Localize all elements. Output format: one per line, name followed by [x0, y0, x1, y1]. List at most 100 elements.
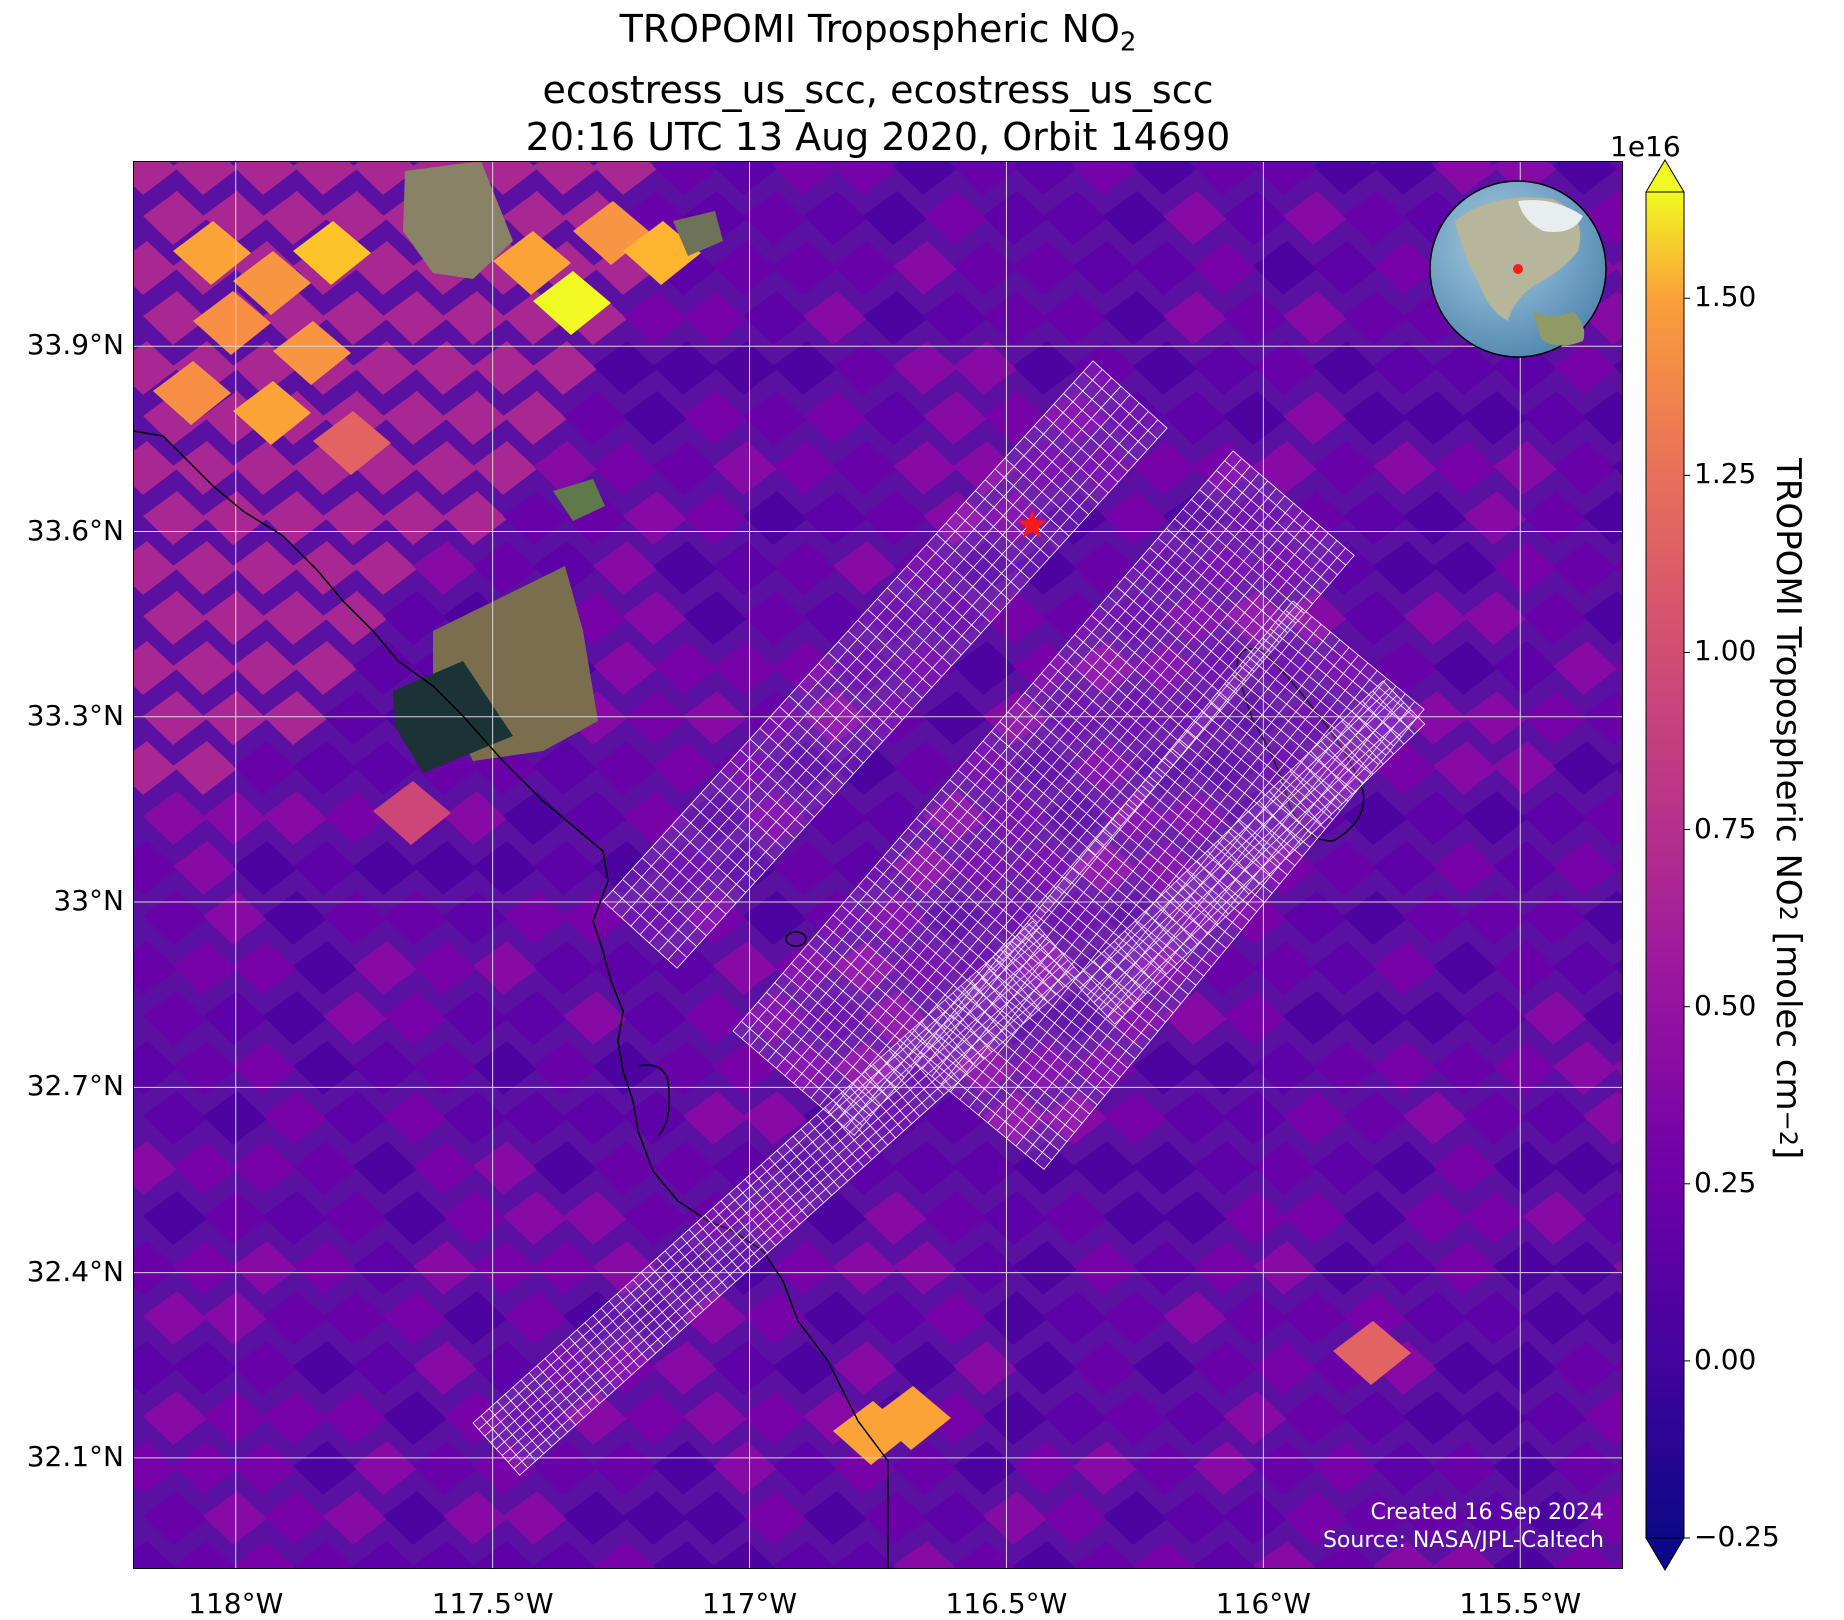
no2-pixel: [713, 1441, 777, 1495]
no2-pixel: [1553, 1441, 1617, 1495]
no2-pixel-layer: [133, 161, 1623, 1569]
no2-pixel: [923, 1191, 987, 1245]
no2-pixel: [1343, 891, 1407, 945]
no2-pixel: [623, 991, 687, 1045]
no2-pixel: [773, 841, 837, 895]
no2-pixel: [323, 1091, 387, 1145]
no2-pixel: [803, 1391, 867, 1445]
no2-pixel: [953, 241, 1017, 295]
lat-tick-label: 32.7°N: [26, 1069, 124, 1103]
no2-pixel: [293, 641, 357, 695]
no2-pixel: [713, 441, 777, 495]
no2-pixel: [803, 1191, 867, 1245]
no2-pixel: [1373, 1541, 1437, 1569]
no2-pixel: [1613, 758, 1623, 776]
no2-pixel: [1043, 1391, 1107, 1445]
no2-pixel: [1463, 791, 1527, 845]
no2-pixel: [1283, 891, 1347, 945]
no2-pixel: [713, 161, 777, 195]
no2-pixel: [203, 191, 267, 245]
no2-pixel: [1343, 491, 1407, 545]
no2-pixel-high: [873, 1386, 951, 1450]
no2-pixel: [743, 591, 807, 645]
no2-pixel: [133, 1141, 177, 1195]
no2-pixel: [233, 1341, 297, 1395]
no2-pixel: [923, 1291, 987, 1345]
no2-pixel: [653, 341, 717, 395]
no2-pixel: [173, 441, 237, 495]
no2-pixel: [233, 1041, 297, 1095]
no2-pixel: [1523, 1391, 1587, 1445]
no2-pixel: [1283, 1091, 1347, 1145]
no2-pixel: [1193, 341, 1257, 395]
no2-pixel: [1013, 541, 1077, 595]
no2-pixel: [683, 391, 747, 445]
no2-pixel: [1583, 1191, 1623, 1245]
no2-pixel: [1523, 491, 1587, 545]
no2-pixel: [1583, 991, 1623, 1045]
no2-pixel: [203, 791, 267, 845]
no2-pixel: [533, 1041, 597, 1095]
no2-pixel: [1433, 841, 1497, 895]
no2-pixel: [1193, 1441, 1257, 1495]
no2-pixel: [413, 941, 477, 995]
no2-pixel: [263, 1191, 327, 1245]
no2-pixel: [743, 1091, 807, 1145]
no2-pixel: [533, 741, 597, 795]
no2-pixel: [1373, 1241, 1437, 1295]
no2-pixel: [1523, 1491, 1587, 1545]
no2-pixel: [293, 1341, 357, 1395]
no2-pixel: [623, 491, 687, 545]
no2-pixel: [1493, 641, 1557, 695]
no2-pixel: [923, 291, 987, 345]
no2-pixel: [1283, 491, 1347, 545]
no2-pixel: [503, 191, 567, 245]
no2-pixel: [443, 991, 507, 1045]
no2-pixel: [263, 1291, 327, 1345]
no2-pixel: [773, 241, 837, 295]
no2-pixel-high: [233, 381, 311, 445]
no2-pixel: [983, 1091, 1047, 1145]
no2-pixel: [683, 691, 747, 745]
map-panel[interactable]: [133, 161, 1623, 1569]
no2-pixel: [233, 441, 297, 495]
no2-pixel: [653, 541, 717, 595]
no2-pixel: [1493, 1041, 1557, 1095]
no2-pixel: [1283, 1191, 1347, 1245]
no2-pixel: [443, 891, 507, 945]
no2-pixel: [923, 391, 987, 445]
no2-pixel: [1073, 1541, 1137, 1569]
no2-pixel: [1433, 641, 1497, 695]
no2-pixel: [863, 291, 927, 345]
no2-pixel: [133, 1041, 177, 1095]
no2-pixel: [893, 541, 957, 595]
no2-pixel: [1343, 1391, 1407, 1445]
no2-pixel: [593, 441, 657, 495]
no2-pixel: [803, 1491, 867, 1545]
credit-source: Source: NASA/JPL-Caltech: [1322, 1528, 1604, 1553]
no2-pixel: [143, 1191, 207, 1245]
no2-pixel: [653, 841, 717, 895]
no2-pixel: [353, 1541, 417, 1569]
no2-pixel: [893, 441, 957, 495]
no2-pixel: [713, 1241, 777, 1295]
no2-pixel: [1373, 341, 1437, 395]
no2-pixel: [263, 891, 327, 945]
no2-pixel: [953, 1241, 1017, 1295]
colorbar-label-sub: 2: [1774, 905, 1802, 921]
no2-pixel: [1343, 391, 1407, 445]
no2-pixel: [1343, 591, 1407, 645]
no2-pixel: [473, 1341, 537, 1395]
no2-pixel: [233, 1241, 297, 1295]
no2-pixel: [443, 391, 507, 445]
no2-pixel: [833, 1141, 897, 1195]
no2-pixel: [143, 791, 207, 845]
lon-tick-label: 116°W: [1215, 1587, 1311, 1620]
no2-pixel: [893, 1341, 957, 1395]
no2-pixel: [563, 1391, 627, 1445]
no2-pixel: [713, 1041, 777, 1095]
no2-pixel: [953, 741, 1017, 795]
no2-pixel: [683, 791, 747, 845]
no2-pixel: [773, 1241, 837, 1295]
no2-pixel: [503, 991, 567, 1045]
